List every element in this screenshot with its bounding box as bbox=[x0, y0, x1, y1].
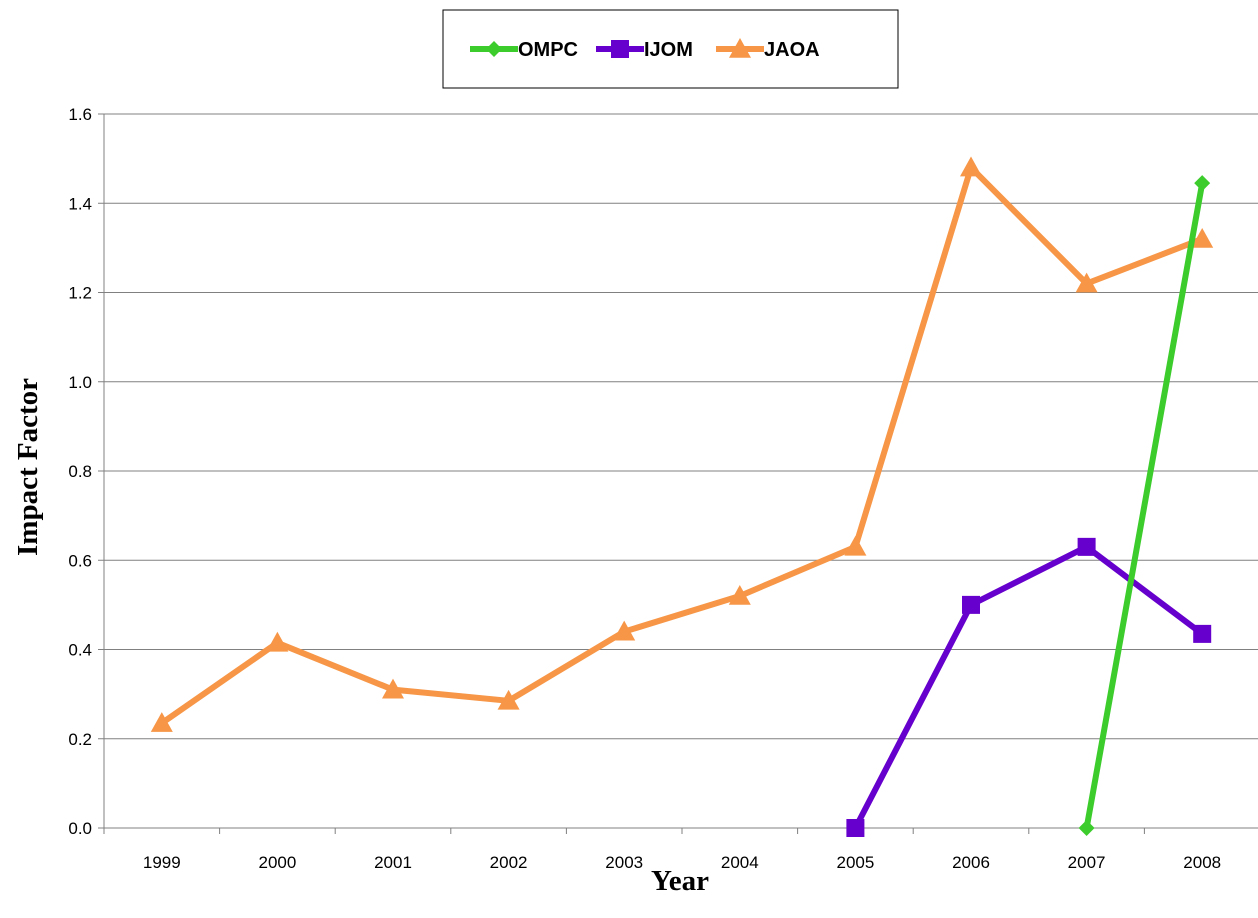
series-line-jaoa bbox=[158, 164, 1206, 727]
y-tick-label: 0.0 bbox=[68, 819, 92, 838]
legend-marker-jaoa bbox=[729, 38, 751, 58]
x-tick-label: 1999 bbox=[143, 853, 181, 872]
legend-marker-ijom bbox=[611, 40, 629, 58]
data-point-jaoa bbox=[1191, 227, 1214, 248]
data-point-ijom bbox=[846, 819, 865, 837]
y-tick-label: 0.2 bbox=[68, 730, 92, 749]
x-tick-label: 2003 bbox=[605, 853, 643, 872]
legend-label-jaoa: JAOA bbox=[764, 39, 820, 61]
y-tick-label: 0.6 bbox=[68, 551, 92, 570]
x-tick-label: 2000 bbox=[258, 853, 296, 872]
y-axis-ticks: 0.0 0.2 0.4 0.6 0.8 1.0 1.2 1.4 1.6 bbox=[68, 105, 104, 838]
data-point-jaoa bbox=[960, 156, 982, 177]
data-point-jaoa bbox=[844, 535, 867, 556]
legend-marker-ompc bbox=[486, 41, 502, 57]
series-layer bbox=[150, 156, 1214, 837]
data-point-jaoa bbox=[728, 584, 751, 605]
legend: OMPC IJOM JAOA bbox=[442, 9, 899, 89]
y-tick-label: 0.4 bbox=[68, 641, 92, 660]
y-tick-label: 1.6 bbox=[68, 105, 92, 124]
legend-box bbox=[442, 9, 899, 89]
y-axis-title: Impact Factor bbox=[12, 378, 44, 556]
x-tick-label: 2005 bbox=[836, 853, 874, 872]
data-point-ompc bbox=[1078, 820, 1095, 836]
series-line-ijom bbox=[852, 543, 1206, 831]
y-tick-label: 1.4 bbox=[68, 194, 92, 213]
x-tick-label: 2008 bbox=[1183, 853, 1221, 872]
y-tick-label: 1.0 bbox=[68, 373, 92, 392]
data-point-jaoa bbox=[266, 631, 289, 652]
data-point-jaoa bbox=[613, 620, 636, 641]
data-point-ijom bbox=[1193, 624, 1212, 643]
legend-item-ompc: OMPC bbox=[470, 39, 578, 61]
y-tick-label: 1.2 bbox=[68, 284, 92, 303]
data-point-jaoa bbox=[150, 712, 173, 732]
x-tick-label: 2004 bbox=[721, 853, 759, 872]
x-tick-label: 2006 bbox=[952, 853, 990, 872]
data-point-jaoa bbox=[497, 689, 520, 710]
data-point-ompc bbox=[1194, 175, 1211, 192]
legend-label-ompc: OMPC bbox=[518, 39, 578, 61]
legend-item-ijom: IJOM bbox=[596, 39, 693, 61]
x-tick-label: 2002 bbox=[490, 853, 528, 872]
data-point-ijom bbox=[1077, 537, 1096, 556]
series-jaoa bbox=[150, 156, 1214, 732]
data-point-ijom bbox=[962, 595, 980, 614]
data-point-jaoa bbox=[382, 678, 404, 699]
legend-label-ijom: IJOM bbox=[644, 39, 693, 61]
x-tick-label: 2007 bbox=[1068, 853, 1106, 872]
series-ijom bbox=[846, 537, 1212, 837]
x-axis-ticks: 1999 2000 2001 2002 2003 2004 2005 2006 2007 2008 bbox=[103, 828, 1221, 872]
series-line-ompc bbox=[1083, 180, 1206, 831]
x-tick-label: 2001 bbox=[374, 853, 412, 872]
data-point-jaoa bbox=[1075, 272, 1098, 293]
y-tick-label: 0.8 bbox=[68, 462, 92, 481]
x-axis-title: Year bbox=[651, 865, 709, 897]
series-ompc bbox=[1078, 175, 1211, 836]
legend-item-jaoa: JAOA bbox=[716, 38, 820, 61]
